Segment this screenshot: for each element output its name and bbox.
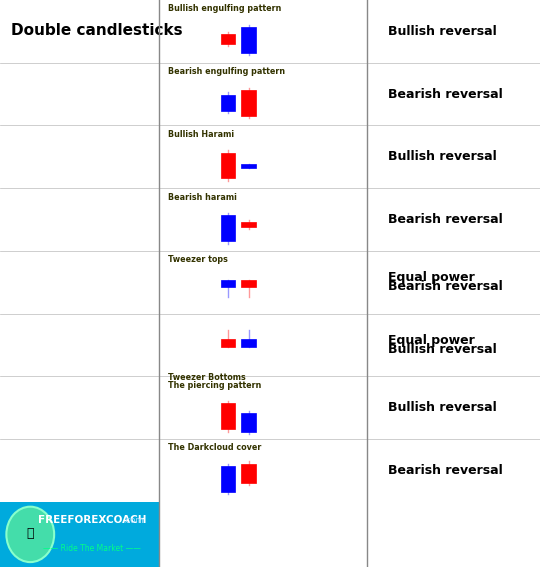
Bar	[241, 413, 256, 431]
Text: Equal power: Equal power	[388, 272, 475, 285]
Text: Bearish reversal: Bearish reversal	[388, 464, 503, 477]
Text: The Darkcloud cover: The Darkcloud cover	[167, 443, 261, 452]
Text: Bearish reversal: Bearish reversal	[388, 213, 503, 226]
Bar	[241, 340, 256, 346]
Bar	[241, 464, 256, 483]
Bar	[221, 95, 235, 111]
Bar	[221, 34, 235, 44]
Text: 🐴: 🐴	[26, 527, 34, 540]
Bar	[221, 153, 235, 179]
Text: Bullish reversal: Bullish reversal	[388, 401, 497, 414]
Text: Bearish harami: Bearish harami	[167, 193, 237, 201]
Text: Tweezer Bottoms: Tweezer Bottoms	[167, 373, 245, 382]
Text: Bearish engulfing pattern: Bearish engulfing pattern	[167, 67, 285, 76]
Text: Bullish reversal: Bullish reversal	[388, 150, 497, 163]
Text: .com: .com	[124, 515, 144, 524]
Bar	[241, 164, 256, 168]
Text: —— Ride The Market ——: —— Ride The Market ——	[43, 544, 141, 553]
Text: The piercing pattern: The piercing pattern	[167, 380, 261, 390]
Ellipse shape	[6, 507, 54, 562]
Text: Bullish Harami: Bullish Harami	[167, 130, 234, 139]
Bar	[221, 215, 235, 241]
Text: Bullish engulfing pattern: Bullish engulfing pattern	[167, 5, 281, 14]
Text: Bullish reversal: Bullish reversal	[388, 25, 497, 38]
Text: Double candlesticks: Double candlesticks	[11, 23, 183, 37]
Bar	[221, 404, 235, 429]
Text: Bearish reversal: Bearish reversal	[388, 280, 503, 293]
Bar	[221, 340, 235, 346]
Text: Bearish reversal: Bearish reversal	[388, 87, 503, 100]
Bar	[0, 502, 159, 567]
Bar	[241, 27, 256, 53]
Bar	[221, 466, 235, 492]
Text: FREEFOREXCOACH: FREEFOREXCOACH	[38, 515, 147, 525]
Text: Bullish reversal: Bullish reversal	[388, 343, 497, 356]
Bar	[241, 90, 256, 116]
Bar	[221, 280, 235, 287]
Bar	[241, 222, 256, 227]
Text: Tweezer tops: Tweezer tops	[167, 255, 227, 264]
Bar	[241, 280, 256, 287]
Text: Equal power: Equal power	[388, 334, 475, 347]
